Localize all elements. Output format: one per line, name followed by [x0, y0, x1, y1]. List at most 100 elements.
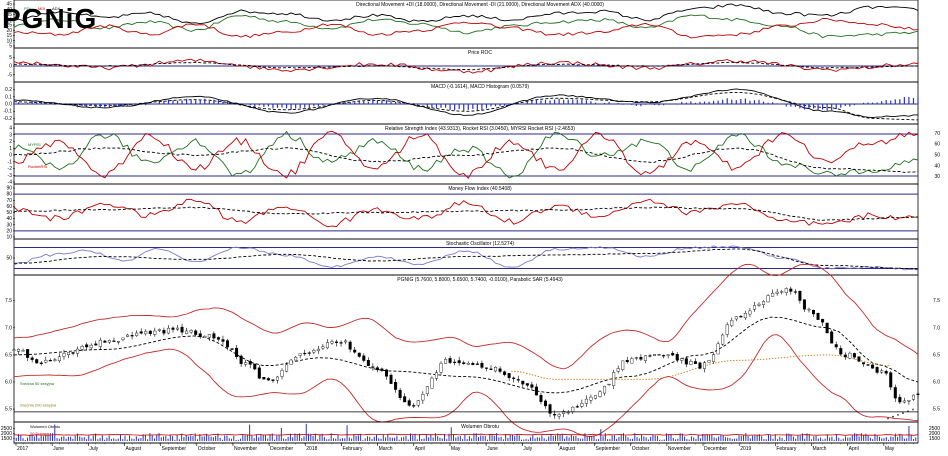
candle-body	[344, 340, 348, 343]
candle-body	[416, 400, 420, 406]
candle-body	[902, 400, 906, 403]
candle-body	[198, 333, 202, 338]
y-tick-label: 5.5	[5, 407, 12, 413]
candle-body	[403, 396, 407, 403]
candle-body	[71, 352, 75, 354]
candle-body	[889, 372, 893, 388]
candle-body	[275, 376, 279, 381]
series-line-2	[13, 206, 918, 221]
candle-body	[543, 400, 547, 407]
candle-body	[916, 393, 920, 395]
candle-body	[525, 383, 529, 386]
candle-body	[444, 359, 448, 364]
x-tick-label: December	[270, 446, 293, 451]
candle-body	[126, 334, 130, 337]
candle-body	[434, 372, 438, 379]
candle-body	[462, 362, 466, 365]
candle-body	[371, 366, 375, 368]
legend-entry: MDI	[38, 6, 45, 11]
candle-body	[153, 330, 157, 335]
series-label: Wolumen Obrotu	[30, 424, 60, 429]
y-tick-label: 50	[6, 256, 12, 262]
candle-body	[325, 342, 329, 349]
x-tick-label: September	[162, 446, 187, 451]
candle-body	[221, 339, 225, 342]
candle-body	[634, 357, 638, 359]
candle-body	[339, 342, 343, 344]
x-tick-label: August	[125, 446, 141, 451]
candle-body	[534, 386, 538, 396]
candle-body	[380, 368, 384, 371]
candle-body	[589, 396, 593, 401]
candle-body	[144, 331, 148, 335]
candle-body	[130, 335, 134, 337]
candle-body	[266, 378, 270, 381]
candle-body	[580, 402, 584, 407]
candle-body	[730, 320, 734, 326]
candle-body	[489, 368, 493, 370]
panel-3: MACD (-0.1614), MACD Histogram (0.0579) 0…	[3, 81, 919, 125]
candle-body	[680, 358, 684, 361]
series-label: 20 Dniowa	[30, 431, 50, 436]
candle-body	[793, 291, 797, 293]
y-tick-label: -0.1	[3, 109, 12, 115]
candle-body	[67, 352, 71, 356]
candle-body	[412, 405, 416, 407]
panel-1: Directional Movement +DI (18.0000), Dire…	[6, 0, 919, 50]
panel-title: PGNIG (5.7600, 5.8000, 5.6500, 5.7400, -…	[397, 277, 563, 283]
candle-body	[843, 354, 847, 358]
candle-body	[35, 359, 39, 364]
y-tick-label: 0	[9, 153, 12, 159]
candle-body	[385, 369, 389, 377]
candle-body	[757, 303, 761, 306]
candle-body	[734, 316, 738, 320]
sar-dot	[897, 413, 899, 416]
candle-body	[280, 370, 284, 377]
candle-body	[171, 327, 175, 330]
candle-body	[830, 331, 834, 344]
y-tick-label: 35	[6, 12, 12, 18]
candle-body	[421, 394, 425, 401]
x-tick-label: September	[596, 446, 621, 451]
candle-body	[89, 344, 93, 349]
candle-body	[884, 371, 888, 374]
candle-body	[484, 367, 488, 369]
panel-title: MACD (-0.1614), MACD Histogram (0.0579)	[431, 84, 529, 90]
candle-body	[698, 362, 702, 369]
panel-2: Price ROC 5 0 -5	[8, 47, 919, 83]
y-tick-label-right: 7.0	[933, 325, 940, 331]
y-tick-label: 10	[6, 235, 12, 241]
candle-body	[366, 360, 370, 366]
candle-body	[675, 353, 679, 360]
candle-body	[507, 373, 511, 378]
candle-body	[571, 406, 575, 412]
candle-body	[712, 354, 716, 362]
candle-body	[76, 348, 80, 354]
y-tick-label: 7.0	[5, 325, 12, 331]
candle-body	[180, 326, 184, 333]
y-tick-label-right: 30	[934, 174, 940, 180]
y-tick-label: 70	[6, 198, 12, 204]
y-tick-label: 20	[6, 28, 12, 34]
y-tick-label: 5	[9, 44, 12, 50]
candle-body	[457, 360, 461, 364]
series-line-2	[13, 248, 918, 270]
candle-body	[39, 362, 43, 364]
bollinger-upper	[13, 263, 919, 370]
candle-body	[748, 310, 752, 315]
candle-body	[17, 348, 21, 352]
x-tick-label: July	[523, 446, 532, 451]
candle-body	[721, 334, 725, 345]
series-line-2	[13, 130, 919, 179]
y-tick-label: 1	[9, 146, 12, 152]
series-line-1	[13, 198, 918, 228]
y-tick-label: -3	[8, 173, 13, 179]
candle-body	[62, 353, 66, 357]
y-tick-label: 20	[6, 228, 12, 234]
candle-body	[176, 327, 180, 330]
candle-body	[707, 360, 711, 363]
x-tick-label: June	[487, 446, 498, 451]
candle-body	[439, 363, 443, 373]
y-tick-label: -2	[8, 166, 13, 172]
volume-bars	[13, 423, 919, 441]
